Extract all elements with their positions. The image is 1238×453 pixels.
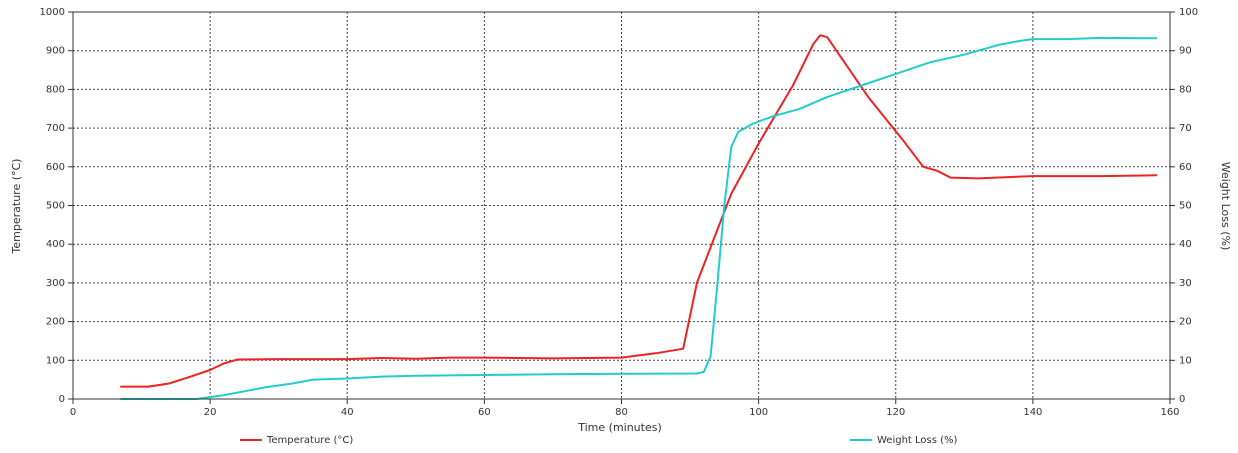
legend-label-weight-loss: Weight Loss (%) [877, 435, 958, 446]
y-right-tick-label: 90 [1179, 46, 1192, 57]
x-tick-label: 140 [1023, 407, 1042, 418]
y-right-tick-label: 50 [1179, 201, 1192, 212]
y-right-tick-label: 20 [1179, 317, 1192, 328]
x-tick-label: 80 [615, 407, 628, 418]
y-left-tick-label: 0 [59, 394, 65, 405]
y-left-tick-label: 900 [46, 46, 65, 57]
series-lines [120, 34, 1158, 400]
x-tick-label: 100 [749, 407, 768, 418]
y-left-tick-label: 1000 [40, 7, 65, 18]
y-right-tick-label: 40 [1179, 239, 1192, 250]
x-tick-label: 60 [478, 407, 491, 418]
x-axis-title: Time (minutes) [577, 421, 662, 434]
y-right-tick-label: 80 [1179, 84, 1192, 95]
x-tick-label: 20 [204, 407, 217, 418]
legend: Temperature (°C) Weight Loss (%) [240, 435, 958, 446]
y-right-tick-label: 30 [1179, 278, 1192, 289]
y-right-tick-label: 70 [1179, 123, 1192, 134]
y-left-tick-label: 700 [46, 123, 65, 134]
series-line-temperature [120, 34, 1158, 388]
y-left-tick-label: 800 [46, 84, 65, 95]
y-left-tick-label: 600 [46, 162, 65, 173]
y-axis-left-title: Temperature (°C) [10, 159, 23, 255]
y-right-tick-label: 60 [1179, 162, 1192, 173]
y-axis-right-title: Weight Loss (%) [1219, 162, 1232, 250]
plot-frame [72, 11, 1171, 400]
x-tick-label: 120 [886, 407, 905, 418]
series-line-weight-loss [120, 36, 1158, 400]
legend-label-temperature: Temperature (°C) [266, 435, 353, 446]
y-right-tick-label: 10 [1179, 355, 1192, 366]
x-tick-label: 160 [1160, 407, 1179, 418]
y-left-tick-label: 200 [46, 317, 65, 328]
axes: 0100200300400500600700800900100001020304… [40, 7, 1199, 418]
y-left-tick-label: 300 [46, 278, 65, 289]
y-right-tick-label: 100 [1179, 7, 1198, 18]
x-tick-label: 0 [70, 407, 76, 418]
grid [73, 11, 1170, 399]
x-tick-label: 40 [341, 407, 354, 418]
y-right-tick-label: 0 [1179, 394, 1185, 405]
y-left-tick-label: 400 [46, 239, 65, 250]
y-left-tick-label: 100 [46, 355, 65, 366]
y-left-tick-label: 500 [46, 201, 65, 212]
